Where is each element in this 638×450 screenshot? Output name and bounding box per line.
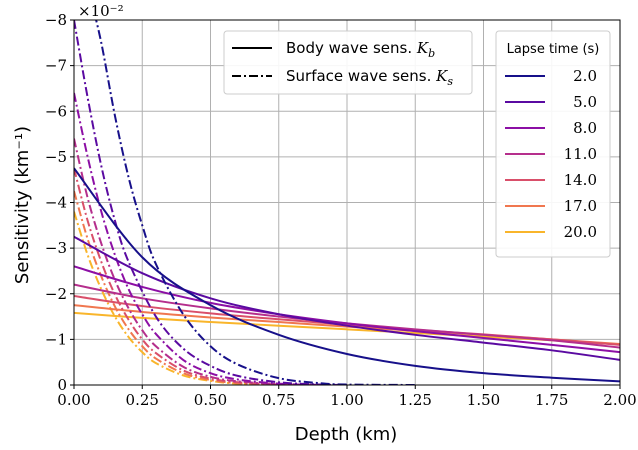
lapse-time-legend-label: 2.0 [573,67,597,85]
x-tick-label: 0.00 [57,391,90,409]
y-tick-label: −8 [45,11,67,29]
y-tick-label: −4 [45,194,67,212]
lapse-time-legend: Lapse time (s) 2.0 5.0 8.0 11.0 14.0 17.0 20.0 [495,30,611,258]
lapse-time-legend-box [495,30,611,258]
axis-ticks: 0.00 0.25 0.50 0.75 1.00 1.25 1.50 1.75 2.00 0 −1 −… [45,11,637,409]
surface-wave-line-11 [74,138,320,385]
x-tick-label: 0.25 [126,391,159,409]
y-tick-label: −1 [45,330,67,348]
y-tick-label: −5 [45,148,67,166]
x-tick-label: 2.00 [603,391,636,409]
linestyle-legend-label: Body wave sens. Kb [286,39,435,60]
surface-wave-line-2 [95,20,416,385]
lapse-time-legend-label: 11.0 [564,145,597,163]
lapse-time-legend-label: 5.0 [573,93,597,111]
linestyle-legend-box [223,30,473,95]
y-scale-multiplier: ×10⁻² [78,2,124,20]
x-tick-label: 0.50 [194,391,227,409]
x-axis-label: Depth (km) [295,424,398,445]
lapse-time-legend-label: 20.0 [564,223,597,241]
y-tick-label: −7 [45,57,67,75]
x-tick-label: 0.75 [262,391,295,409]
surface-wave-line-14 [74,168,320,385]
y-tick-label: −2 [45,285,67,303]
lapse-time-legend-label: 17.0 [564,197,597,215]
x-tick-label: 1.00 [330,391,363,409]
plot-area [74,20,620,385]
linestyle-legend-label: Surface wave sens. Ks [286,67,453,88]
surface-wave-line-5 [74,20,348,385]
y-axis-label: Sensitivity (km⁻¹) [12,126,33,284]
body-wave-line-8 [74,265,620,354]
body-wave-line-2 [74,167,620,383]
y-tick-label: 0 [57,376,67,394]
y-tick-label: −3 [45,239,67,257]
lapse-time-legend-title: Lapse time (s) [507,42,600,57]
body-wave-line-5 [74,235,620,361]
x-tick-label: 1.50 [467,391,500,409]
lapse-time-legend-label: 8.0 [573,119,597,137]
x-tick-label: 1.25 [399,391,432,409]
lapse-time-legend-label: 14.0 [564,171,597,189]
linestyle-legend: Body wave sens. Kb Surface wave sens. Ks [223,30,473,95]
y-tick-label: −6 [45,102,67,120]
x-tick-label: 1.75 [535,391,568,409]
surface-wave-line-8 [74,92,320,385]
